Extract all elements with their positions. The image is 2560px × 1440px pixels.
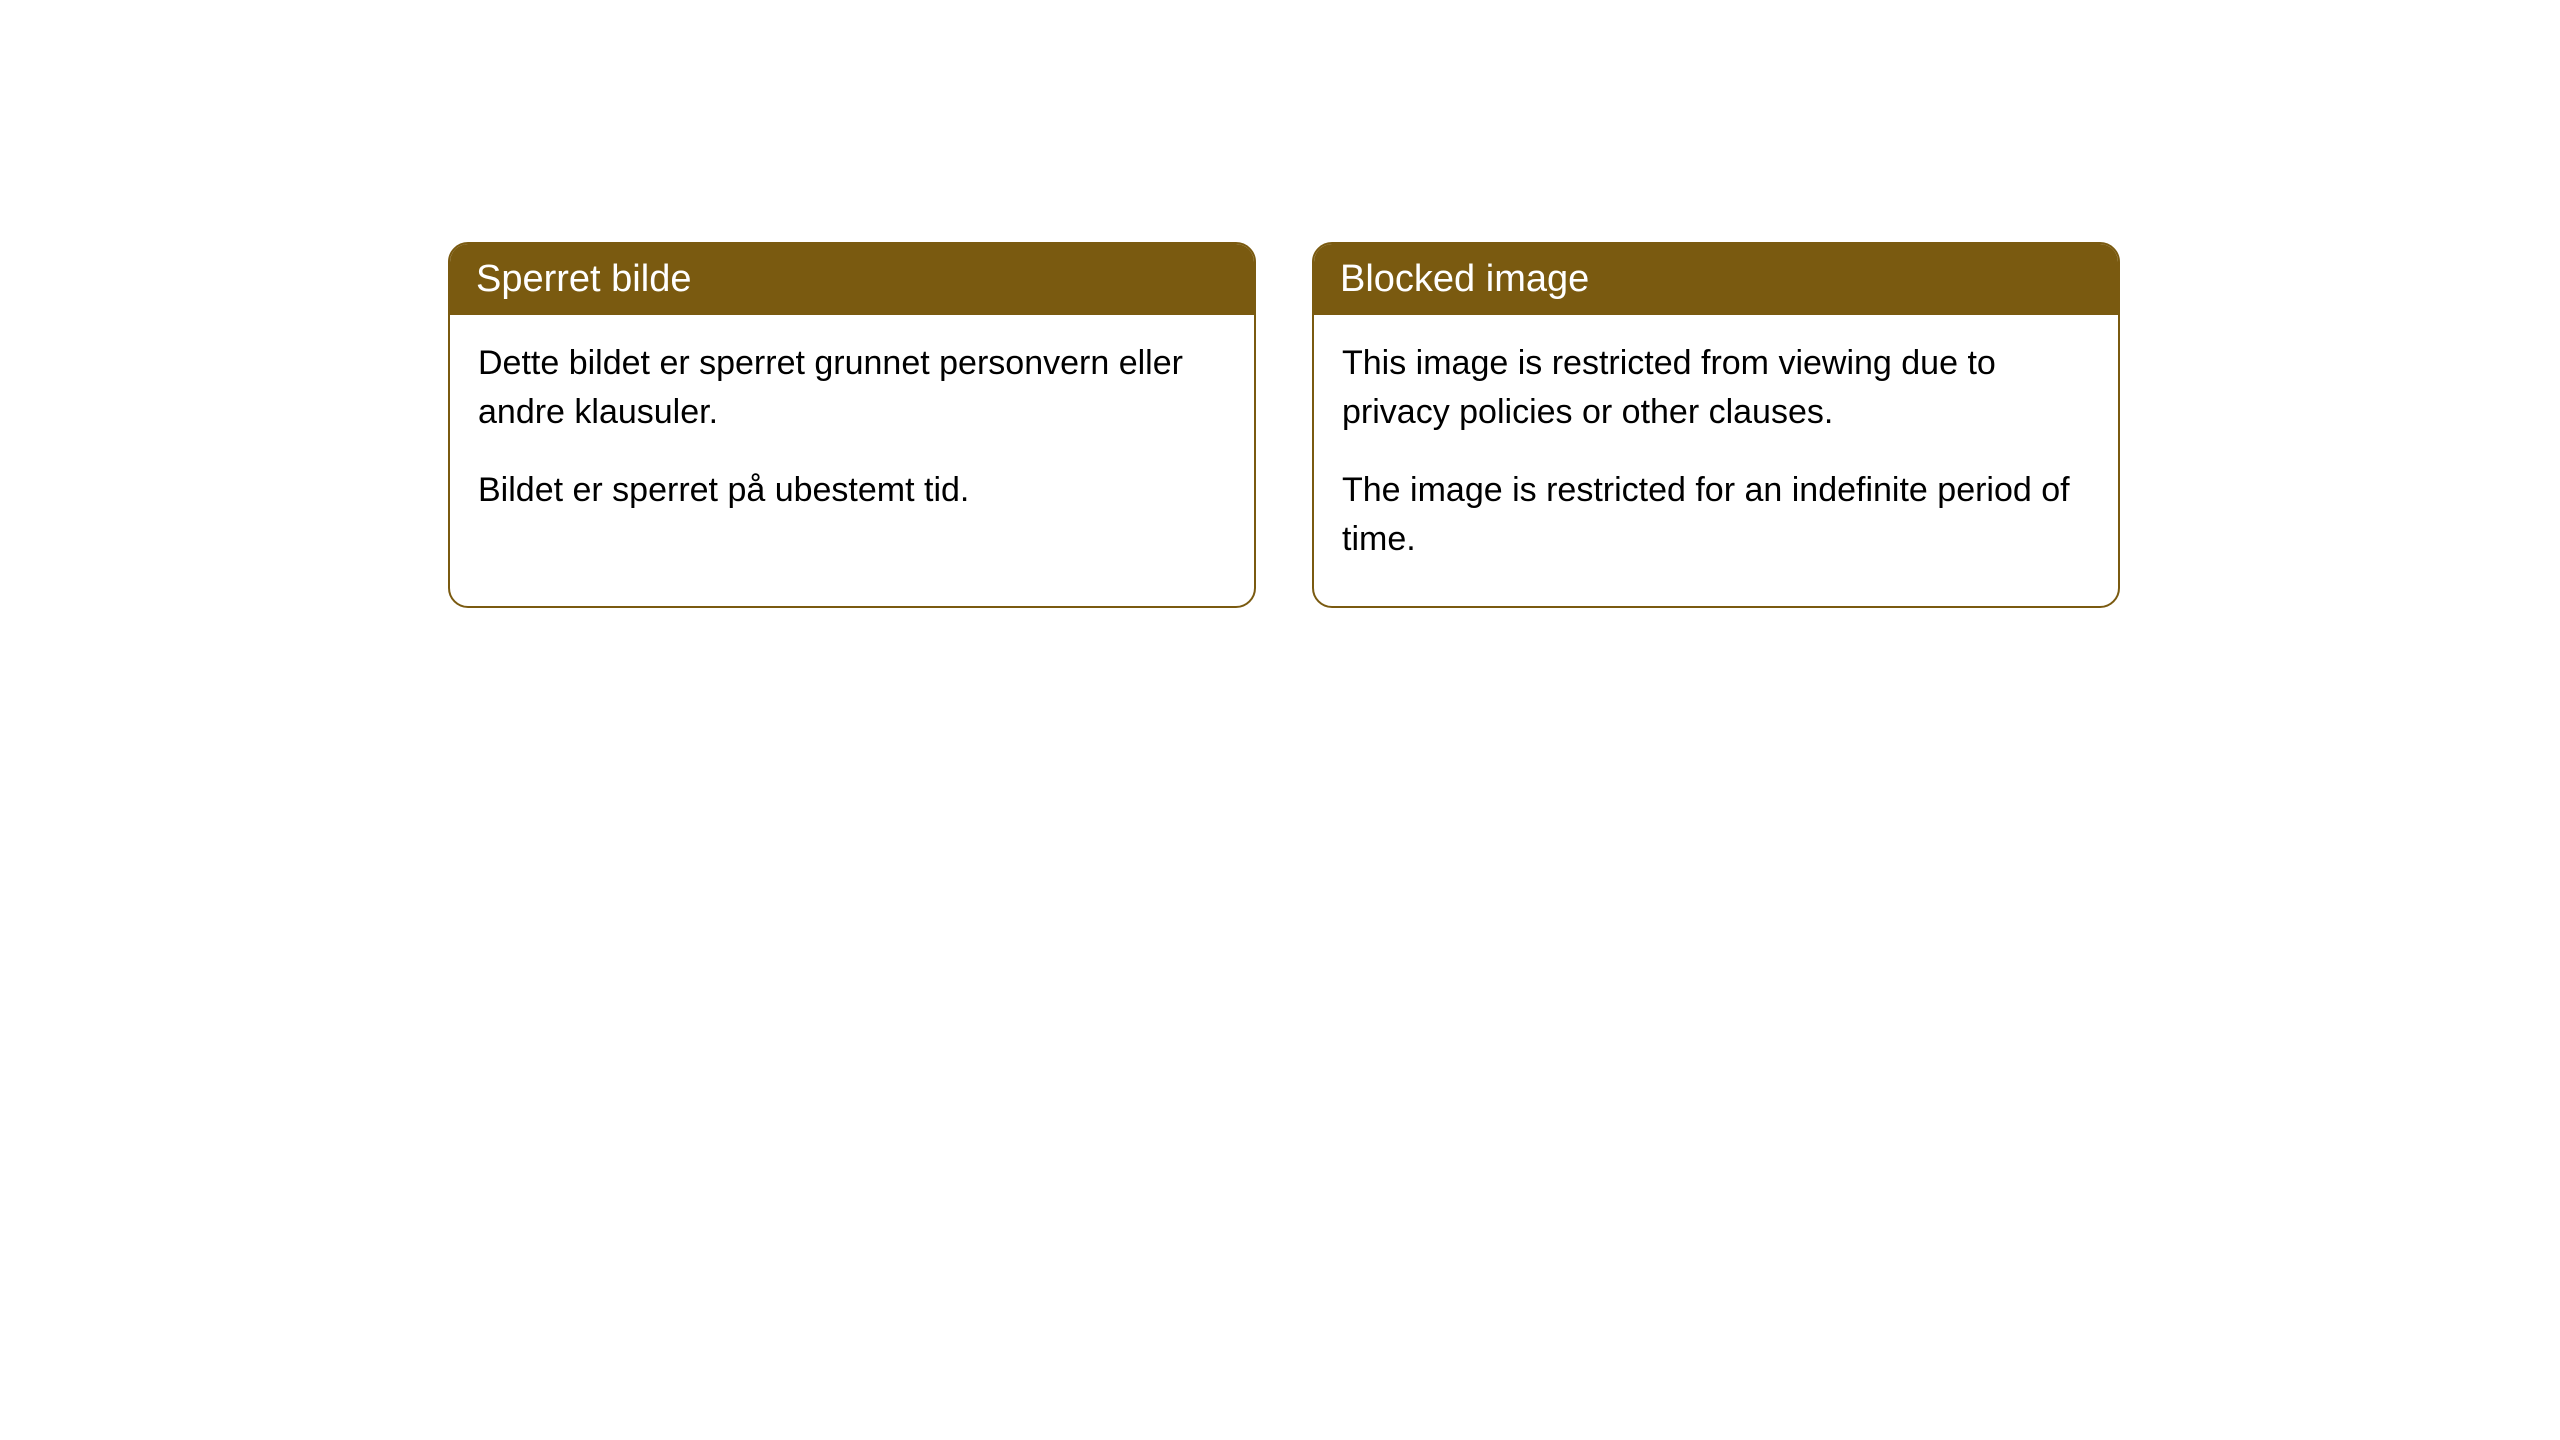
card-body: This image is restricted from viewing du… — [1314, 315, 2118, 606]
card-paragraph: This image is restricted from viewing du… — [1342, 339, 2090, 438]
card-header: Blocked image — [1314, 244, 2118, 315]
card-title: Blocked image — [1340, 258, 1589, 300]
card-title: Sperret bilde — [476, 258, 691, 300]
notice-card-english: Blocked image This image is restricted f… — [1312, 242, 2120, 608]
card-body: Dette bildet er sperret grunnet personve… — [450, 315, 1254, 557]
card-paragraph: The image is restricted for an indefinit… — [1342, 466, 2090, 565]
notice-card-norwegian: Sperret bilde Dette bildet er sperret gr… — [448, 242, 1256, 608]
notice-cards-container: Sperret bilde Dette bildet er sperret gr… — [448, 242, 2120, 608]
card-paragraph: Dette bildet er sperret grunnet personve… — [478, 339, 1226, 438]
card-paragraph: Bildet er sperret på ubestemt tid. — [478, 466, 1226, 515]
card-header: Sperret bilde — [450, 244, 1254, 315]
